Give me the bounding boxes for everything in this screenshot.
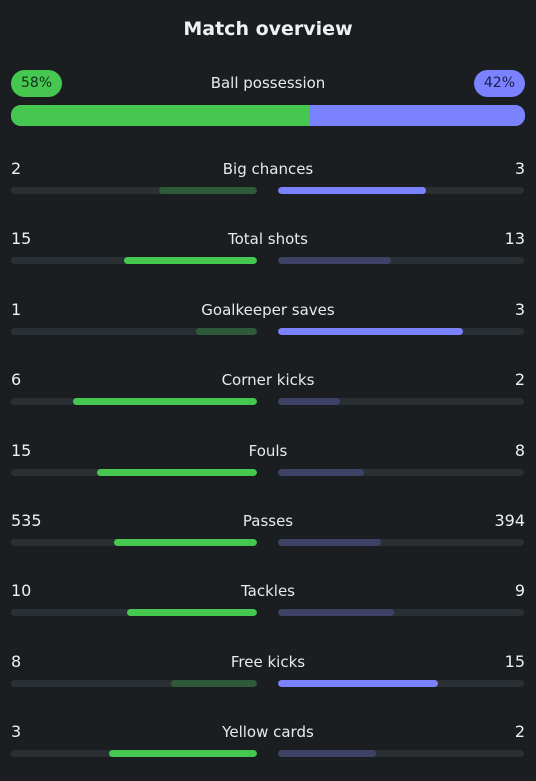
home-stat-value: 8 bbox=[11, 652, 22, 671]
home-stat-bar bbox=[109, 750, 257, 757]
away-stat-value: 3 bbox=[514, 300, 525, 319]
away-stat-track bbox=[278, 539, 524, 546]
home-stat-bar bbox=[158, 187, 257, 194]
away-stat-track bbox=[278, 750, 524, 757]
stat-row: 15 Total shots 13 bbox=[11, 228, 525, 268]
stat-row: 535 Passes 394 bbox=[11, 510, 525, 550]
home-stat-value: 6 bbox=[11, 370, 22, 389]
away-possession-badge: 42% bbox=[473, 70, 525, 97]
stat-row: 3 Yellow cards 2 bbox=[11, 721, 525, 761]
possession-row: 58% Ball possession 42% bbox=[11, 70, 525, 97]
home-stat-value: 3 bbox=[11, 722, 22, 741]
home-stat-bar bbox=[195, 328, 257, 335]
home-stat-track bbox=[11, 469, 257, 476]
away-stat-value: 2 bbox=[514, 722, 525, 741]
section-title: Match overview bbox=[183, 18, 353, 40]
stat-label: Total shots bbox=[228, 230, 308, 248]
home-possession-badge: 58% bbox=[11, 70, 63, 97]
stat-label: Passes bbox=[242, 512, 294, 530]
away-stat-track bbox=[278, 609, 524, 616]
stat-row: 2 Big chances 3 bbox=[11, 158, 525, 198]
home-stat-value: 535 bbox=[11, 511, 42, 530]
home-stat-bar bbox=[72, 398, 257, 405]
home-stat-value: 15 bbox=[11, 229, 32, 248]
away-stat-value: 15 bbox=[504, 652, 525, 671]
away-stat-bar bbox=[278, 257, 392, 264]
away-stat-bar bbox=[278, 609, 394, 616]
away-stat-value: 2 bbox=[514, 370, 525, 389]
stat-row: 1 Goalkeeper saves 3 bbox=[11, 299, 525, 339]
stat-label: Big chances bbox=[222, 160, 314, 178]
away-stat-bar bbox=[278, 328, 463, 335]
home-stat-track bbox=[11, 257, 257, 264]
stat-label: Corner kicks bbox=[221, 371, 315, 389]
possession-label: Ball possession bbox=[210, 74, 326, 92]
stat-label: Yellow cards bbox=[222, 723, 314, 741]
home-stat-track bbox=[11, 328, 257, 335]
home-stat-bar bbox=[97, 469, 257, 476]
away-stat-track bbox=[278, 187, 524, 194]
away-stat-bar bbox=[278, 187, 426, 194]
home-stat-value: 2 bbox=[11, 159, 22, 178]
stat-row: 6 Corner kicks 2 bbox=[11, 369, 525, 409]
possession-bar-home bbox=[11, 105, 310, 126]
home-stat-track bbox=[11, 609, 257, 616]
away-stat-value: 394 bbox=[494, 511, 525, 530]
stat-label: Free kicks bbox=[230, 653, 306, 671]
away-stat-value: 13 bbox=[504, 229, 525, 248]
home-stat-bar bbox=[170, 680, 257, 687]
home-stat-track bbox=[11, 398, 257, 405]
possession-bar-away bbox=[309, 105, 525, 126]
away-stat-track bbox=[278, 398, 524, 405]
away-stat-bar bbox=[278, 469, 365, 476]
away-stat-value: 8 bbox=[514, 441, 525, 460]
home-stat-track bbox=[11, 539, 257, 546]
away-stat-bar bbox=[278, 539, 382, 546]
stat-row: 10 Tackles 9 bbox=[11, 580, 525, 620]
home-stat-bar bbox=[126, 609, 257, 616]
away-stat-track bbox=[278, 680, 524, 687]
home-stat-track bbox=[11, 187, 257, 194]
stat-row: 8 Free kicks 15 bbox=[11, 651, 525, 691]
away-stat-track bbox=[278, 257, 524, 264]
stat-label: Fouls bbox=[248, 442, 288, 460]
away-stat-value: 9 bbox=[514, 581, 525, 600]
away-stat-track bbox=[278, 469, 524, 476]
away-stat-bar bbox=[278, 750, 377, 757]
stat-label: Tackles bbox=[240, 582, 296, 600]
home-stat-track bbox=[11, 750, 257, 757]
home-stat-bar bbox=[124, 257, 257, 264]
home-stat-track bbox=[11, 680, 257, 687]
stat-label: Goalkeeper saves bbox=[201, 301, 335, 319]
away-stat-bar bbox=[278, 398, 340, 405]
home-stat-value: 15 bbox=[11, 441, 32, 460]
stat-row: 15 Fouls 8 bbox=[11, 440, 525, 480]
possession-bar bbox=[11, 105, 525, 126]
away-stat-value: 3 bbox=[514, 159, 525, 178]
away-stat-bar bbox=[278, 680, 438, 687]
home-stat-bar bbox=[114, 539, 257, 546]
home-stat-value: 1 bbox=[11, 300, 22, 319]
away-stat-track bbox=[278, 328, 524, 335]
home-stat-value: 10 bbox=[11, 581, 32, 600]
